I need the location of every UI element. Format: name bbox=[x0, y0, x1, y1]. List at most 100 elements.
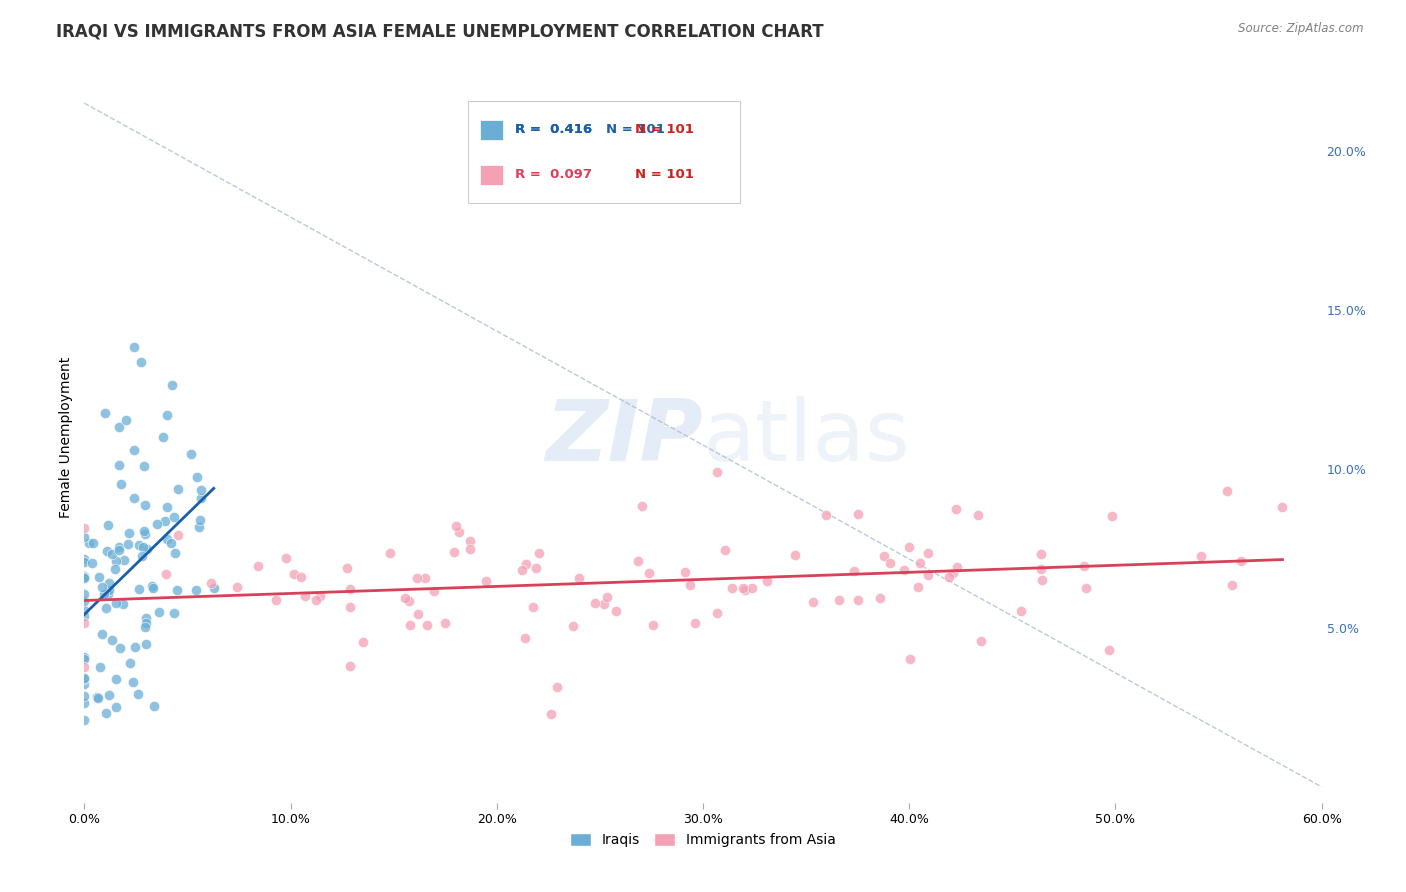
Point bbox=[156, 532, 179, 546]
Point bbox=[73, 570, 96, 584]
Point bbox=[73, 673, 96, 687]
Point bbox=[1230, 554, 1253, 568]
Text: IRAQI VS IMMIGRANTS FROM ASIA FEMALE UNEMPLOYMENT CORRELATION CHART: IRAQI VS IMMIGRANTS FROM ASIA FEMALE UNE… bbox=[56, 22, 824, 40]
Point bbox=[1010, 605, 1032, 619]
Point bbox=[190, 491, 212, 505]
Point bbox=[801, 595, 824, 609]
Point bbox=[734, 582, 756, 597]
Point bbox=[1189, 549, 1212, 563]
Point bbox=[165, 546, 187, 560]
Bar bbox=[481, 165, 502, 185]
Point bbox=[264, 592, 287, 607]
Point bbox=[917, 546, 939, 560]
Point bbox=[124, 640, 146, 654]
Point bbox=[188, 513, 211, 527]
Point bbox=[561, 619, 583, 633]
Point bbox=[129, 355, 152, 369]
Point bbox=[202, 581, 225, 595]
Point bbox=[755, 574, 778, 589]
Text: R =  0.416   N = 101: R = 0.416 N = 101 bbox=[515, 123, 665, 136]
Point bbox=[101, 547, 124, 561]
Point bbox=[380, 546, 402, 560]
Point bbox=[529, 546, 551, 560]
Point bbox=[146, 517, 169, 532]
Point bbox=[73, 552, 96, 566]
Point bbox=[115, 413, 138, 427]
Point bbox=[908, 557, 931, 571]
Point bbox=[339, 582, 361, 596]
Point bbox=[938, 570, 960, 584]
Point bbox=[706, 606, 728, 620]
Point bbox=[134, 524, 156, 538]
Point bbox=[132, 540, 155, 554]
Point bbox=[1031, 573, 1053, 587]
Point bbox=[73, 713, 96, 727]
Point bbox=[141, 579, 163, 593]
Point bbox=[114, 553, 136, 567]
Point bbox=[108, 458, 131, 473]
Point bbox=[73, 530, 96, 544]
Point bbox=[458, 542, 481, 557]
Point bbox=[121, 674, 143, 689]
Point bbox=[1271, 500, 1294, 514]
Point bbox=[91, 581, 114, 595]
Point bbox=[596, 590, 619, 604]
Point bbox=[167, 528, 190, 542]
Point bbox=[605, 604, 627, 618]
Point bbox=[135, 616, 157, 631]
Point bbox=[336, 561, 359, 575]
Point bbox=[118, 656, 141, 670]
Point bbox=[105, 700, 128, 714]
Point bbox=[683, 615, 706, 630]
Point bbox=[405, 571, 427, 585]
Point bbox=[163, 607, 186, 621]
Point bbox=[73, 521, 96, 535]
Point bbox=[73, 571, 96, 585]
Text: N = 101: N = 101 bbox=[636, 123, 693, 136]
Point bbox=[101, 632, 124, 647]
Point bbox=[122, 340, 145, 354]
Point bbox=[135, 541, 157, 556]
Point bbox=[638, 566, 661, 581]
Point bbox=[290, 570, 312, 584]
Point bbox=[546, 680, 568, 694]
Point bbox=[152, 430, 174, 444]
Point bbox=[97, 582, 120, 597]
Point bbox=[108, 543, 131, 558]
Point bbox=[155, 500, 177, 515]
Point bbox=[449, 524, 471, 539]
Point bbox=[134, 620, 156, 634]
Point bbox=[160, 378, 183, 392]
Point bbox=[458, 534, 481, 549]
Point bbox=[846, 592, 869, 607]
Point bbox=[416, 618, 439, 632]
Point bbox=[1216, 483, 1239, 498]
Point bbox=[97, 517, 120, 532]
Point bbox=[897, 540, 920, 554]
Point bbox=[568, 571, 591, 585]
Point bbox=[73, 593, 96, 607]
Point bbox=[135, 637, 157, 651]
Point bbox=[131, 549, 153, 564]
Point bbox=[89, 659, 111, 673]
Point bbox=[104, 562, 127, 576]
Point bbox=[200, 575, 222, 590]
Point bbox=[846, 508, 869, 522]
Point bbox=[413, 571, 436, 585]
Point bbox=[399, 617, 422, 632]
Point bbox=[394, 591, 416, 606]
Point bbox=[187, 520, 209, 534]
Point bbox=[408, 607, 430, 621]
Point bbox=[127, 688, 149, 702]
Point bbox=[446, 518, 468, 533]
Point bbox=[153, 514, 176, 528]
Point bbox=[475, 574, 498, 588]
Point bbox=[163, 510, 186, 524]
Point bbox=[97, 587, 120, 601]
Point bbox=[631, 499, 654, 513]
Point bbox=[134, 498, 156, 512]
Point bbox=[156, 408, 179, 422]
Point bbox=[352, 635, 374, 649]
Point bbox=[134, 527, 156, 541]
Point bbox=[73, 555, 96, 569]
